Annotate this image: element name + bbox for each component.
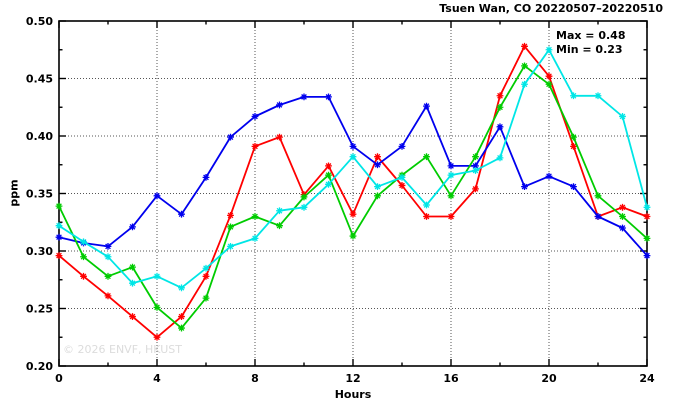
y-tick-label-0.45: 0.45 [26,73,53,86]
x-tick-label-20: 20 [541,372,557,385]
y-tick-label-0.4: 0.40 [26,130,53,143]
y-tick-label-0.3: 0.30 [26,245,53,258]
x-tick-label-12: 12 [345,372,360,385]
series-line-red [58,45,648,339]
legend-min: Min = 0.23 [556,43,623,56]
y-tick-label-0.2: 0.20 [26,360,53,373]
x-tick-label-0: 0 [55,372,63,385]
y-tick-label-0.25: 0.25 [26,303,53,316]
series-markers-green [55,62,651,332]
x-tick-label-16: 16 [443,372,459,385]
y-axis-label: ppm [7,179,21,207]
watermark: © 2026 ENVF, HKUST [63,343,182,356]
x-axis-label: Hours [334,388,372,401]
x-tick-label-8: 8 [251,372,259,385]
x-tick-label-4: 4 [153,372,161,385]
chart-title: Tsuen Wan, CO 20220507–20220510 [439,2,663,15]
legend-max: Max = 0.48 [556,29,626,42]
series-markers-blue [55,93,651,259]
series-markers-cyan [55,46,651,292]
y-tick-label-0.35: 0.35 [26,188,53,201]
legend: Max = 0.48 Min = 0.23 [556,29,625,57]
x-tick-label-24: 24 [639,372,655,385]
y-tick-label-0.5: 0.50 [26,15,53,28]
